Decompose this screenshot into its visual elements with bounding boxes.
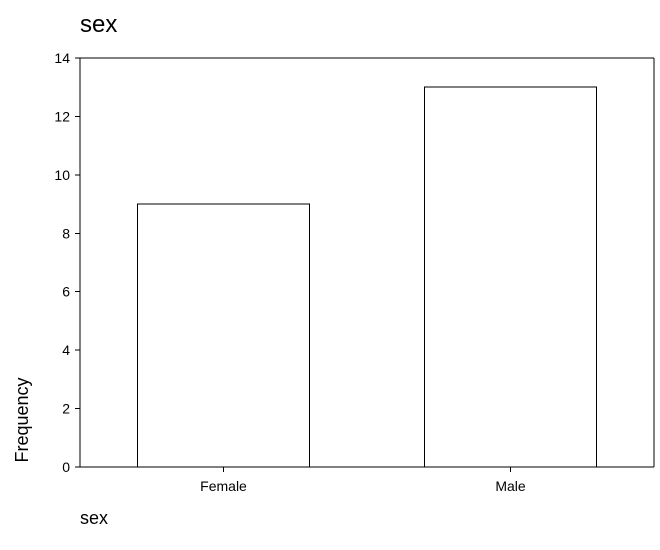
bar-female — [136, 203, 311, 468]
chart-title: sex — [80, 11, 117, 38]
y-axis: 0 2 4 6 8 10 12 14 — [54, 50, 655, 475]
x-tick-label-male: Male — [495, 478, 526, 494]
y-tick-label-5: 10 — [54, 167, 70, 183]
x-axis-label: sex — [80, 508, 108, 528]
y-tick-label-6: 12 — [54, 108, 70, 124]
y-tick-label-2: 4 — [62, 342, 70, 358]
y-tick-label-1: 2 — [62, 401, 70, 417]
bar-male — [423, 86, 598, 468]
bars — [136, 86, 598, 468]
y-tick-label-4: 8 — [62, 225, 70, 241]
y-tick-label-7: 14 — [54, 50, 70, 66]
y-tick-label-3: 6 — [62, 284, 70, 300]
y-axis-label: Frequency — [12, 377, 32, 462]
x-tick-label-female: Female — [200, 478, 247, 494]
x-axis: Female Male — [80, 466, 654, 494]
y-tick-label-0: 0 — [62, 459, 70, 475]
